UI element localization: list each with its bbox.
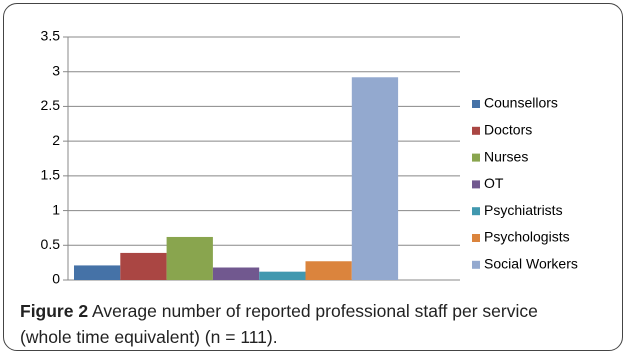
- y-tick-label: 3.5: [41, 28, 61, 44]
- bar: [120, 252, 167, 280]
- legend-swatch: [472, 100, 480, 108]
- bar: [166, 236, 213, 280]
- figure-frame: [3, 3, 623, 351]
- bar: [259, 271, 306, 280]
- y-tick-label: 2.5: [41, 97, 61, 113]
- legend-label: Nurses: [484, 148, 528, 164]
- caption-label: Figure 2: [20, 301, 89, 321]
- legend-label: OT: [484, 175, 504, 191]
- y-tick-label: 2: [52, 132, 60, 148]
- caption-text: Average number of reported professional …: [20, 301, 538, 347]
- legend-swatch: [472, 260, 480, 269]
- bar: [351, 77, 399, 280]
- legend-label: Psychologists: [484, 229, 570, 245]
- legend-swatch: [472, 153, 480, 162]
- bar: [212, 267, 260, 280]
- bar: [305, 261, 352, 280]
- legend-swatch: [472, 207, 480, 216]
- legend-swatch: [472, 234, 480, 242]
- legend-label: Counsellors: [484, 95, 558, 111]
- legend-swatch: [472, 126, 480, 135]
- legend-label: Psychiatrists: [484, 202, 563, 218]
- y-tick-label: 1: [52, 201, 60, 217]
- legend-label: Doctors: [484, 122, 532, 138]
- y-tick-label: 0: [52, 271, 60, 287]
- legend-label: Social Workers: [484, 256, 578, 272]
- bar: [74, 265, 121, 280]
- legend-swatch: [472, 180, 480, 189]
- y-tick-label: 3: [52, 62, 60, 78]
- caption: Figure 2 Average number of reported prof…: [20, 298, 580, 350]
- y-tick-label: 0.5: [41, 236, 61, 252]
- y-tick-label: 1.5: [41, 167, 61, 183]
